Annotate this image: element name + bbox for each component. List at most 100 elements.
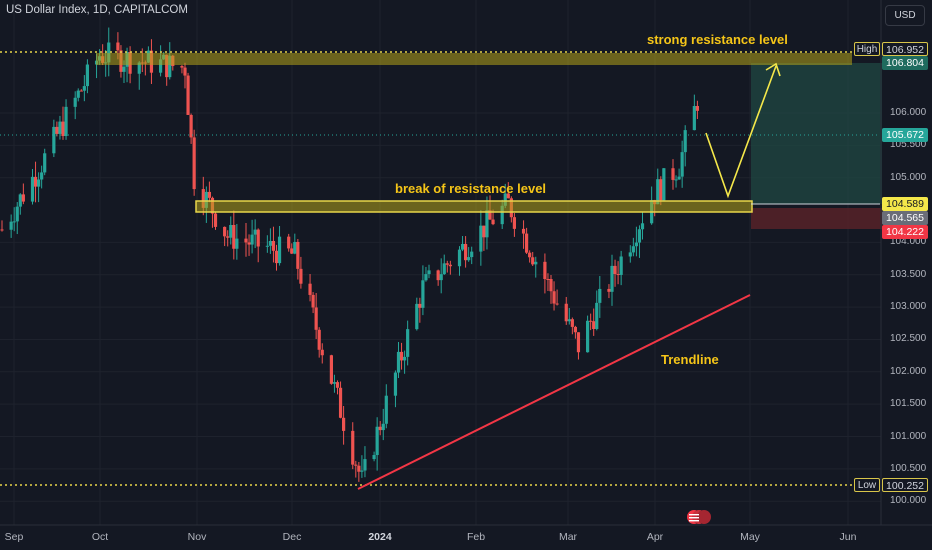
candle-body [253, 229, 257, 235]
candle-body [21, 194, 25, 202]
candle-body [183, 67, 187, 76]
candle-body [137, 62, 141, 74]
candle-body [503, 193, 507, 206]
candle-body [616, 274, 620, 276]
candle-body [165, 54, 169, 78]
candle-body [299, 268, 303, 284]
price-tick-label: 103.000 [890, 301, 927, 313]
candle-body [296, 241, 300, 269]
mid-price-tag: 104.565 [882, 211, 928, 225]
candle-body [396, 351, 401, 373]
candle-body [61, 121, 65, 137]
candle-body [30, 176, 35, 202]
entry-price-tag: 104.589 [882, 197, 928, 211]
candle-body [18, 194, 22, 207]
candle-body [656, 179, 660, 205]
break-resistance-zone [195, 200, 753, 213]
candle-body [85, 64, 89, 87]
symbol-title[interactable]: US Dollar Index, 1D, CAPITALCOM [6, 4, 188, 16]
high-price-tag: 106.952 [882, 42, 928, 56]
candle-body [186, 75, 190, 115]
candle-body [631, 246, 635, 253]
candle-body [223, 226, 227, 237]
candle-body [692, 106, 696, 131]
candle-body [418, 303, 422, 308]
candle-body [534, 261, 538, 265]
target-price-tag: 106.804 [882, 56, 928, 70]
stop-zone [751, 208, 882, 229]
candle-body [470, 251, 474, 258]
candle-body [406, 329, 410, 357]
candle-body [12, 221, 16, 223]
strong-resistance-zone [96, 53, 852, 65]
candle-body [250, 234, 254, 245]
candle-body [274, 250, 279, 264]
candle-body [491, 219, 495, 225]
candle-body [543, 261, 547, 280]
target-zone [751, 63, 882, 204]
candle-body [482, 225, 486, 238]
current-price-tag: 105.672 [882, 128, 928, 142]
candle-body [595, 302, 599, 329]
candle-body [485, 210, 489, 238]
candle-body [235, 238, 239, 249]
candle-body [342, 417, 346, 431]
candle-body [549, 279, 553, 292]
candle-body [555, 303, 559, 305]
candle-body [415, 303, 419, 330]
candle-body [58, 121, 62, 134]
candle-body [384, 395, 388, 424]
candles-layer [0, 27, 699, 482]
candle-body [201, 189, 205, 208]
candle-body [116, 42, 120, 51]
candle-body [634, 242, 638, 247]
candle-body [180, 66, 184, 68]
candle-body [637, 229, 642, 243]
candle-body [683, 130, 687, 153]
time-tick-label: Apr [646, 531, 664, 543]
candle-body [40, 172, 44, 180]
currency-button[interactable]: USD [885, 5, 925, 26]
economic-events-icon[interactable] [686, 509, 712, 525]
candle-body [567, 319, 571, 322]
candle-body [207, 191, 211, 198]
candle-body [82, 86, 86, 91]
price-tick-label: 100.000 [890, 495, 927, 507]
candle-body [674, 179, 678, 181]
candle-body [247, 242, 251, 245]
candle-body [320, 349, 324, 356]
candle-body [610, 265, 614, 292]
candle-body [79, 90, 83, 92]
candle-body [73, 97, 77, 107]
candle-body [122, 66, 126, 72]
candle-body [265, 245, 269, 247]
low-price-tag: 100.252 [882, 478, 928, 492]
time-tick-label: Nov [187, 531, 207, 543]
candle-body [378, 426, 382, 431]
candle-body [521, 228, 526, 234]
time-tick-label: Jun [839, 531, 857, 543]
candle-body [525, 233, 529, 253]
price-tick-label: 105.000 [890, 171, 927, 183]
candle-body [375, 426, 379, 456]
candle-body [586, 320, 590, 353]
candle-body [592, 321, 596, 329]
time-tick-label: 2024 [368, 531, 392, 543]
candle-body [424, 274, 428, 281]
candle-body [192, 137, 196, 190]
candle-body [399, 351, 404, 361]
candle-body [338, 387, 343, 418]
candle-body [311, 294, 315, 308]
candle-body [662, 168, 666, 201]
candle-body [421, 280, 425, 308]
candle-body [439, 274, 443, 281]
candle-body [277, 236, 282, 264]
candle-body [464, 243, 468, 261]
candle-body [256, 229, 260, 247]
candle-body [351, 430, 355, 465]
time-tick-label: Dec [282, 531, 302, 543]
candle-body [393, 372, 398, 396]
candle-body [589, 320, 593, 322]
candle-body [168, 55, 172, 78]
